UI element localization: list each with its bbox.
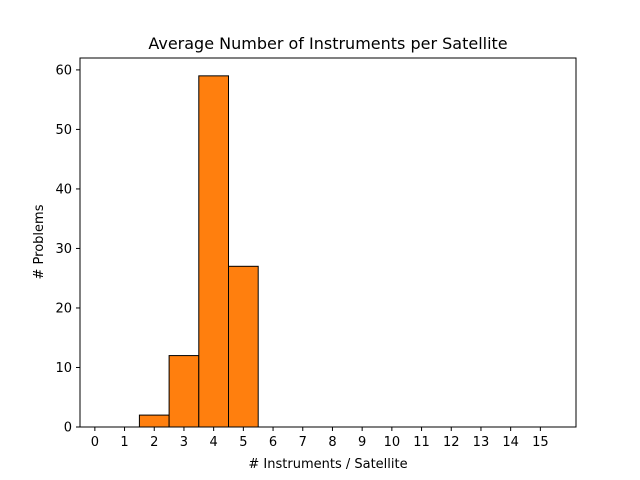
x-tick-label-15: 15 — [532, 435, 549, 450]
y-tick-label-0: 0 — [64, 421, 72, 436]
x-axis-label: # Instruments / Satellite — [248, 457, 407, 472]
x-tick-label-14: 14 — [502, 435, 519, 450]
x-tick-label-7: 7 — [299, 435, 307, 450]
x-tick-label-0: 0 — [91, 435, 99, 450]
x-tick-label-13: 13 — [473, 435, 490, 450]
x-tick-label-11: 11 — [413, 435, 430, 450]
y-tick-label-10: 10 — [55, 361, 72, 376]
y-tick-label-30: 30 — [55, 242, 72, 257]
bar-2 — [138, 414, 170, 428]
x-tick-label-2: 2 — [150, 435, 158, 450]
y-tick-label-50: 50 — [55, 123, 72, 138]
bars-group — [138, 75, 259, 428]
x-tick-label-9: 9 — [358, 435, 366, 450]
x-tick-label-12: 12 — [443, 435, 460, 450]
plot-frame — [79, 57, 577, 428]
y-axis-ticks: 0 10 20 30 40 50 60 — [55, 63, 80, 436]
x-tick-label-6: 6 — [269, 435, 277, 450]
y-tick-label-60: 60 — [55, 63, 72, 78]
x-tick-label-8: 8 — [328, 435, 336, 450]
x-tick-label-1: 1 — [120, 435, 128, 450]
bar-3 — [168, 355, 200, 428]
x-tick-label-10: 10 — [384, 435, 401, 450]
x-tick-label-5: 5 — [239, 435, 247, 450]
chart-title: Average Number of Instruments per Satell… — [148, 34, 507, 53]
x-tick-label-3: 3 — [180, 435, 188, 450]
bar-5 — [228, 265, 259, 428]
y-axis-label: # Problems — [32, 204, 47, 279]
bar-4 — [198, 75, 230, 428]
y-tick-label-40: 40 — [55, 182, 72, 197]
x-axis-ticks: 0 1 2 3 4 5 6 7 8 9 10 11 12 13 14 15 — [91, 427, 549, 450]
x-tick-label-4: 4 — [210, 435, 218, 450]
y-tick-label-20: 20 — [55, 301, 72, 316]
